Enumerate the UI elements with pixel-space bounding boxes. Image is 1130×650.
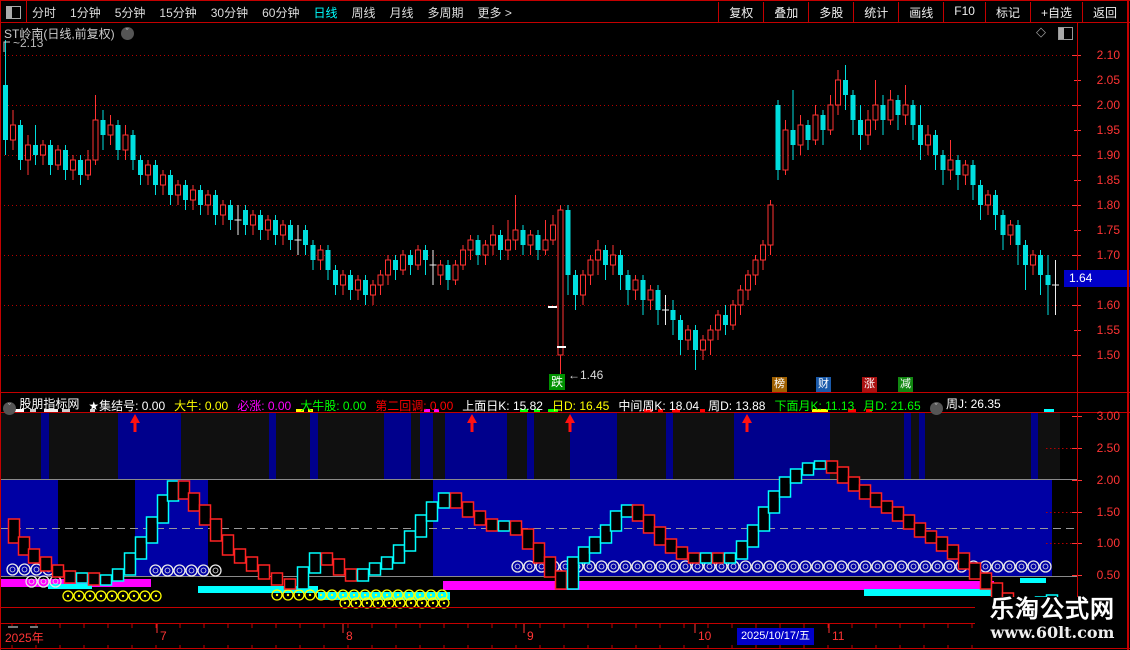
diamond-icon[interactable]: ◇	[1036, 24, 1046, 39]
period-tab-15分钟[interactable]: 15分钟	[159, 6, 197, 20]
period-tab-1分钟[interactable]: 1分钟	[70, 6, 101, 20]
drop-badge: 跌	[549, 374, 565, 390]
toolbar-button-统计[interactable]: 统计	[853, 2, 898, 23]
indicator-tick-1.50: 1.50	[1096, 505, 1120, 519]
bottom-border	[0, 648, 1130, 649]
low-price-annotation: ←1.46	[568, 368, 604, 382]
indicator-metric-下面月K: 下面月K: 11.13	[774, 398, 855, 413]
indicator-metric-日D: 日D: 16.45	[551, 398, 610, 413]
panel-divider-top	[0, 392, 1130, 393]
window-layout-icon	[6, 6, 21, 19]
period-tab-月线[interactable]: 月线	[389, 6, 414, 20]
event-badge-财: 财	[816, 377, 831, 392]
month-label-9: 9	[527, 629, 534, 643]
top-border	[0, 0, 1130, 1]
toolbar-button-叠加[interactable]: 叠加	[763, 2, 808, 23]
stock-title: ST岭南(日线,前复权)	[4, 27, 115, 41]
price-tick-1.70: 1.70	[1096, 248, 1120, 262]
period-tab-分时[interactable]: 分时	[32, 6, 57, 20]
topbar-divider	[0, 22, 1130, 23]
month-label-10: 10	[698, 629, 712, 643]
price-tick-1.75: 1.75	[1096, 223, 1120, 237]
price-tick-2.05: 2.05	[1096, 73, 1120, 87]
indicator-source-icon: ˇ	[3, 402, 16, 415]
period-tab-周线[interactable]: 周线	[351, 6, 376, 20]
period-tab-5分钟[interactable]: 5分钟	[114, 6, 146, 20]
indicator-source: 股朋指标网	[19, 397, 80, 411]
indicator-metric-第二回调: 第二回调: 0.00	[375, 398, 454, 413]
chart-title-row: ST岭南(日线,前复权) ˇ	[4, 25, 134, 42]
indicator-metric-周J: ˇ 周J: 26.35	[929, 395, 1001, 415]
event-badge-榜: 榜	[772, 377, 787, 392]
metric-icon: ˇ	[929, 402, 943, 415]
indicator-metric-必涨: 必涨: 0.00	[237, 398, 292, 413]
axis-mark	[30, 626, 38, 628]
period-tab-更多 >[interactable]: 更多 >	[477, 6, 512, 20]
chevron-down-icon[interactable]: ˇ	[120, 27, 134, 40]
panel-divider-bottom	[0, 412, 1130, 413]
toolbar-button-复权[interactable]: 复权	[718, 2, 763, 23]
month-label-7: 7	[160, 629, 167, 643]
price-tick-1.50: 1.50	[1096, 348, 1120, 362]
selected-date-box[interactable]: 2025/10/17/五	[737, 628, 814, 645]
indicator-metric-★集结号: ★集结号: 0.00	[88, 398, 166, 413]
indicator-tick-2.00: 2.00	[1096, 473, 1120, 487]
period-tab-30分钟[interactable]: 30分钟	[210, 6, 249, 20]
indicator-metric-周D: 周D: 13.88	[708, 398, 766, 413]
indicator-metric-大牛: 大牛: 0.00	[174, 398, 229, 413]
indicator-metric-中间周K: 中间周K: 18.04	[618, 398, 700, 413]
period-tab-日线[interactable]: 日线	[313, 6, 338, 20]
event-badge-减: 减	[898, 377, 913, 392]
price-tick-1.95: 1.95	[1096, 123, 1120, 137]
indicator-tick-1.00: 1.00	[1096, 536, 1120, 550]
indicator-metric-大牛股: 大牛股: 0.00	[300, 398, 367, 413]
indicator-tick-3.00: 3.00	[1096, 409, 1120, 423]
axis-vertical-line	[1077, 23, 1078, 648]
indicator-tick-0.50: 0.50	[1096, 568, 1120, 582]
indicator-header: ˇ 股朋指标网 ★集结号: 0.00 大牛: 0.00 必涨: 0.00 大牛股: 0.…	[3, 395, 1001, 415]
toolbar-button-F10[interactable]: F10	[943, 2, 985, 23]
window-icon[interactable]	[1058, 27, 1073, 40]
period-tab-60分钟[interactable]: 60分钟	[262, 6, 300, 20]
toolbar-button-+自选[interactable]: +自选	[1029, 2, 1082, 23]
period-tabs: 分时 1分钟 5分钟 15分钟 30分钟 60分钟 日线 周线 月线 多周期 更多 >	[32, 4, 512, 21]
axis-mark	[8, 626, 18, 628]
high-price-annotation: ~2.13	[13, 36, 44, 50]
price-tick-1.90: 1.90	[1096, 148, 1120, 162]
indicator-metric-月D: 月D: 21.65	[863, 398, 921, 413]
layout-toggle-button[interactable]	[0, 1, 27, 22]
toolbar-button-标记[interactable]: 标记	[984, 2, 1030, 23]
indicator-metric-上面日K: 上面日K: 15.82	[462, 398, 543, 413]
toolbar-button-多股[interactable]: 多股	[808, 2, 853, 23]
toolbar-right: 复权 叠加 多股 统计 画线 F10 标记 +自选 返回	[718, 2, 1127, 23]
period-tab-多周期[interactable]: 多周期	[427, 6, 464, 20]
axis-border-top	[0, 623, 1130, 624]
price-tick-1.85: 1.85	[1096, 173, 1120, 187]
price-tick-1.60: 1.60	[1096, 298, 1120, 312]
month-label-11: 11	[832, 629, 845, 643]
price-tick-2.00: 2.00	[1096, 98, 1120, 112]
price-tick-1.80: 1.80	[1096, 198, 1120, 212]
current-price-box: 1.64	[1064, 270, 1130, 287]
watermark: 乐淘公式网 www.60lt.com	[975, 597, 1130, 649]
month-label-8: 8	[346, 629, 353, 643]
right-border	[1127, 0, 1129, 650]
indicator-tick-2.50: 2.50	[1096, 441, 1120, 455]
event-badge-涨: 涨	[862, 377, 877, 392]
toolbar-button-画线[interactable]: 画线	[898, 2, 943, 23]
price-tick-2.10: 2.10	[1096, 48, 1120, 62]
watermark-brand: 乐淘公式网	[990, 596, 1115, 623]
watermark-url: www.60lt.com	[990, 623, 1115, 642]
left-border	[0, 0, 1, 650]
toolbar-button-返回[interactable]: 返回	[1081, 2, 1127, 23]
year-label: 2025年	[5, 631, 44, 645]
price-tick-1.55: 1.55	[1096, 323, 1120, 337]
